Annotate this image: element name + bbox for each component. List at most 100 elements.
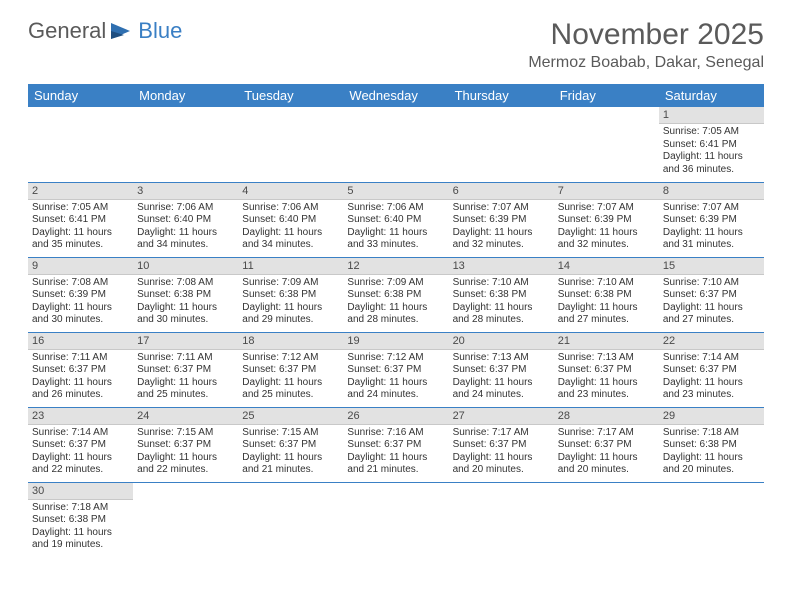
day-number: 5	[343, 183, 448, 200]
day-content: Sunrise: 7:11 AMSunset: 6:37 PMDaylight:…	[28, 350, 133, 406]
sunrise-line: Sunrise: 7:05 AM	[32, 202, 129, 215]
sunrise-line: Sunrise: 7:18 AM	[32, 502, 129, 515]
daylight-line: Daylight: 11 hours and 20 minutes.	[663, 452, 760, 477]
daylight-line: Daylight: 11 hours and 25 minutes.	[242, 377, 339, 402]
day-content: Sunrise: 7:09 AMSunset: 6:38 PMDaylight:…	[238, 275, 343, 331]
calendar-cell: 12Sunrise: 7:09 AMSunset: 6:38 PMDayligh…	[343, 257, 448, 332]
day-content: Sunrise: 7:18 AMSunset: 6:38 PMDaylight:…	[28, 500, 133, 556]
day-number: 20	[449, 333, 554, 350]
daylight-line: Daylight: 11 hours and 23 minutes.	[663, 377, 760, 402]
sunset-line: Sunset: 6:38 PM	[347, 289, 444, 302]
calendar-cell: 2Sunrise: 7:05 AMSunset: 6:41 PMDaylight…	[28, 182, 133, 257]
day-content: Sunrise: 7:17 AMSunset: 6:37 PMDaylight:…	[554, 425, 659, 481]
daylight-line: Daylight: 11 hours and 36 minutes.	[663, 151, 760, 176]
sunset-line: Sunset: 6:37 PM	[347, 439, 444, 452]
sunset-line: Sunset: 6:41 PM	[32, 214, 129, 227]
location: Mermoz Boabab, Dakar, Senegal	[528, 54, 764, 72]
calendar-cell	[133, 107, 238, 182]
calendar-week-row: 23Sunrise: 7:14 AMSunset: 6:37 PMDayligh…	[28, 407, 764, 482]
daylight-line: Daylight: 11 hours and 21 minutes.	[347, 452, 444, 477]
sunset-line: Sunset: 6:39 PM	[32, 289, 129, 302]
sunset-line: Sunset: 6:41 PM	[663, 139, 760, 152]
calendar-cell: 6Sunrise: 7:07 AMSunset: 6:39 PMDaylight…	[449, 182, 554, 257]
daylight-line: Daylight: 11 hours and 30 minutes.	[32, 302, 129, 327]
day-number: 14	[554, 258, 659, 275]
day-content: Sunrise: 7:17 AMSunset: 6:37 PMDaylight:…	[449, 425, 554, 481]
daylight-line: Daylight: 11 hours and 20 minutes.	[558, 452, 655, 477]
calendar-cell: 30Sunrise: 7:18 AMSunset: 6:38 PMDayligh…	[28, 482, 133, 557]
sunset-line: Sunset: 6:40 PM	[137, 214, 234, 227]
calendar-cell: 26Sunrise: 7:16 AMSunset: 6:37 PMDayligh…	[343, 407, 448, 482]
sunrise-line: Sunrise: 7:10 AM	[453, 277, 550, 290]
calendar-cell: 5Sunrise: 7:06 AMSunset: 6:40 PMDaylight…	[343, 182, 448, 257]
day-number: 10	[133, 258, 238, 275]
sunrise-line: Sunrise: 7:11 AM	[137, 352, 234, 365]
sunrise-line: Sunrise: 7:08 AM	[137, 277, 234, 290]
day-content: Sunrise: 7:07 AMSunset: 6:39 PMDaylight:…	[554, 200, 659, 256]
header: General Blue November 2025 Mermoz Boabab…	[0, 0, 792, 76]
daylight-line: Daylight: 11 hours and 21 minutes.	[242, 452, 339, 477]
day-content: Sunrise: 7:06 AMSunset: 6:40 PMDaylight:…	[343, 200, 448, 256]
day-content: Sunrise: 7:05 AMSunset: 6:41 PMDaylight:…	[659, 124, 764, 180]
logo-flag-icon	[110, 21, 136, 41]
daylight-line: Daylight: 11 hours and 22 minutes.	[137, 452, 234, 477]
day-number: 17	[133, 333, 238, 350]
logo: General Blue	[28, 18, 182, 44]
day-number: 27	[449, 408, 554, 425]
calendar-cell	[449, 107, 554, 182]
day-content: Sunrise: 7:15 AMSunset: 6:37 PMDaylight:…	[133, 425, 238, 481]
sunrise-line: Sunrise: 7:09 AM	[347, 277, 444, 290]
sunrise-line: Sunrise: 7:07 AM	[663, 202, 760, 215]
sunset-line: Sunset: 6:39 PM	[663, 214, 760, 227]
sunrise-line: Sunrise: 7:07 AM	[453, 202, 550, 215]
daylight-line: Daylight: 11 hours and 31 minutes.	[663, 227, 760, 252]
daylight-line: Daylight: 11 hours and 25 minutes.	[137, 377, 234, 402]
sunrise-line: Sunrise: 7:06 AM	[137, 202, 234, 215]
day-content: Sunrise: 7:10 AMSunset: 6:37 PMDaylight:…	[659, 275, 764, 331]
calendar-week-row: 9Sunrise: 7:08 AMSunset: 6:39 PMDaylight…	[28, 257, 764, 332]
sunset-line: Sunset: 6:37 PM	[137, 439, 234, 452]
calendar-cell: 29Sunrise: 7:18 AMSunset: 6:38 PMDayligh…	[659, 407, 764, 482]
sunrise-line: Sunrise: 7:17 AM	[453, 427, 550, 440]
calendar-cell: 3 Sunrise: 7:06 AMSunset: 6:40 PMDaylight…	[133, 182, 238, 257]
day-number: 23	[28, 408, 133, 425]
day-content: Sunrise: 7:07 AMSunset: 6:39 PMDaylight:…	[659, 200, 764, 256]
calendar-cell	[238, 107, 343, 182]
calendar-table: Sunday Monday Tuesday Wednesday Thursday…	[28, 84, 764, 557]
daylight-line: Daylight: 11 hours and 34 minutes.	[137, 227, 234, 252]
sunset-line: Sunset: 6:38 PM	[453, 289, 550, 302]
calendar-week-row: 2Sunrise: 7:05 AMSunset: 6:41 PMDaylight…	[28, 182, 764, 257]
title-block: November 2025 Mermoz Boabab, Dakar, Sene…	[528, 18, 764, 72]
daylight-line: Daylight: 11 hours and 23 minutes.	[558, 377, 655, 402]
day-content: Sunrise: 7:08 AMSunset: 6:38 PMDaylight:…	[133, 275, 238, 331]
sunrise-line: Sunrise: 7:06 AM	[347, 202, 444, 215]
day-header: Friday	[554, 84, 659, 107]
calendar-cell: 23Sunrise: 7:14 AMSunset: 6:37 PMDayligh…	[28, 407, 133, 482]
day-number: 25	[238, 408, 343, 425]
day-content: Sunrise: 7:13 AMSunset: 6:37 PMDaylight:…	[449, 350, 554, 406]
day-number: 3	[133, 183, 238, 200]
sunset-line: Sunset: 6:40 PM	[242, 214, 339, 227]
calendar-cell: 28Sunrise: 7:17 AMSunset: 6:37 PMDayligh…	[554, 407, 659, 482]
day-header: Monday	[133, 84, 238, 107]
day-content: Sunrise: 7:07 AMSunset: 6:39 PMDaylight:…	[449, 200, 554, 256]
day-content: Sunrise: 7:06 AMSunset: 6:40 PMDaylight:…	[238, 200, 343, 256]
day-content: Sunrise: 7:14 AMSunset: 6:37 PMDaylight:…	[659, 350, 764, 406]
logo-text-blue: Blue	[138, 18, 182, 44]
calendar-cell: 25Sunrise: 7:15 AMSunset: 6:37 PMDayligh…	[238, 407, 343, 482]
calendar-cell: 24Sunrise: 7:15 AMSunset: 6:37 PMDayligh…	[133, 407, 238, 482]
day-number: 11	[238, 258, 343, 275]
calendar-week-row: 1Sunrise: 7:05 AMSunset: 6:41 PMDaylight…	[28, 107, 764, 182]
daylight-line: Daylight: 11 hours and 24 minutes.	[453, 377, 550, 402]
daylight-line: Daylight: 11 hours and 35 minutes.	[32, 227, 129, 252]
calendar-cell: 19Sunrise: 7:12 AMSunset: 6:37 PMDayligh…	[343, 332, 448, 407]
sunrise-line: Sunrise: 7:13 AM	[558, 352, 655, 365]
day-number: 4	[238, 183, 343, 200]
daylight-line: Daylight: 11 hours and 20 minutes.	[453, 452, 550, 477]
daylight-line: Daylight: 11 hours and 28 minutes.	[347, 302, 444, 327]
day-content: Sunrise: 7:15 AMSunset: 6:37 PMDaylight:…	[238, 425, 343, 481]
sunset-line: Sunset: 6:40 PM	[347, 214, 444, 227]
sunrise-line: Sunrise: 7:12 AM	[347, 352, 444, 365]
day-number: 28	[554, 408, 659, 425]
daylight-line: Daylight: 11 hours and 19 minutes.	[32, 527, 129, 552]
